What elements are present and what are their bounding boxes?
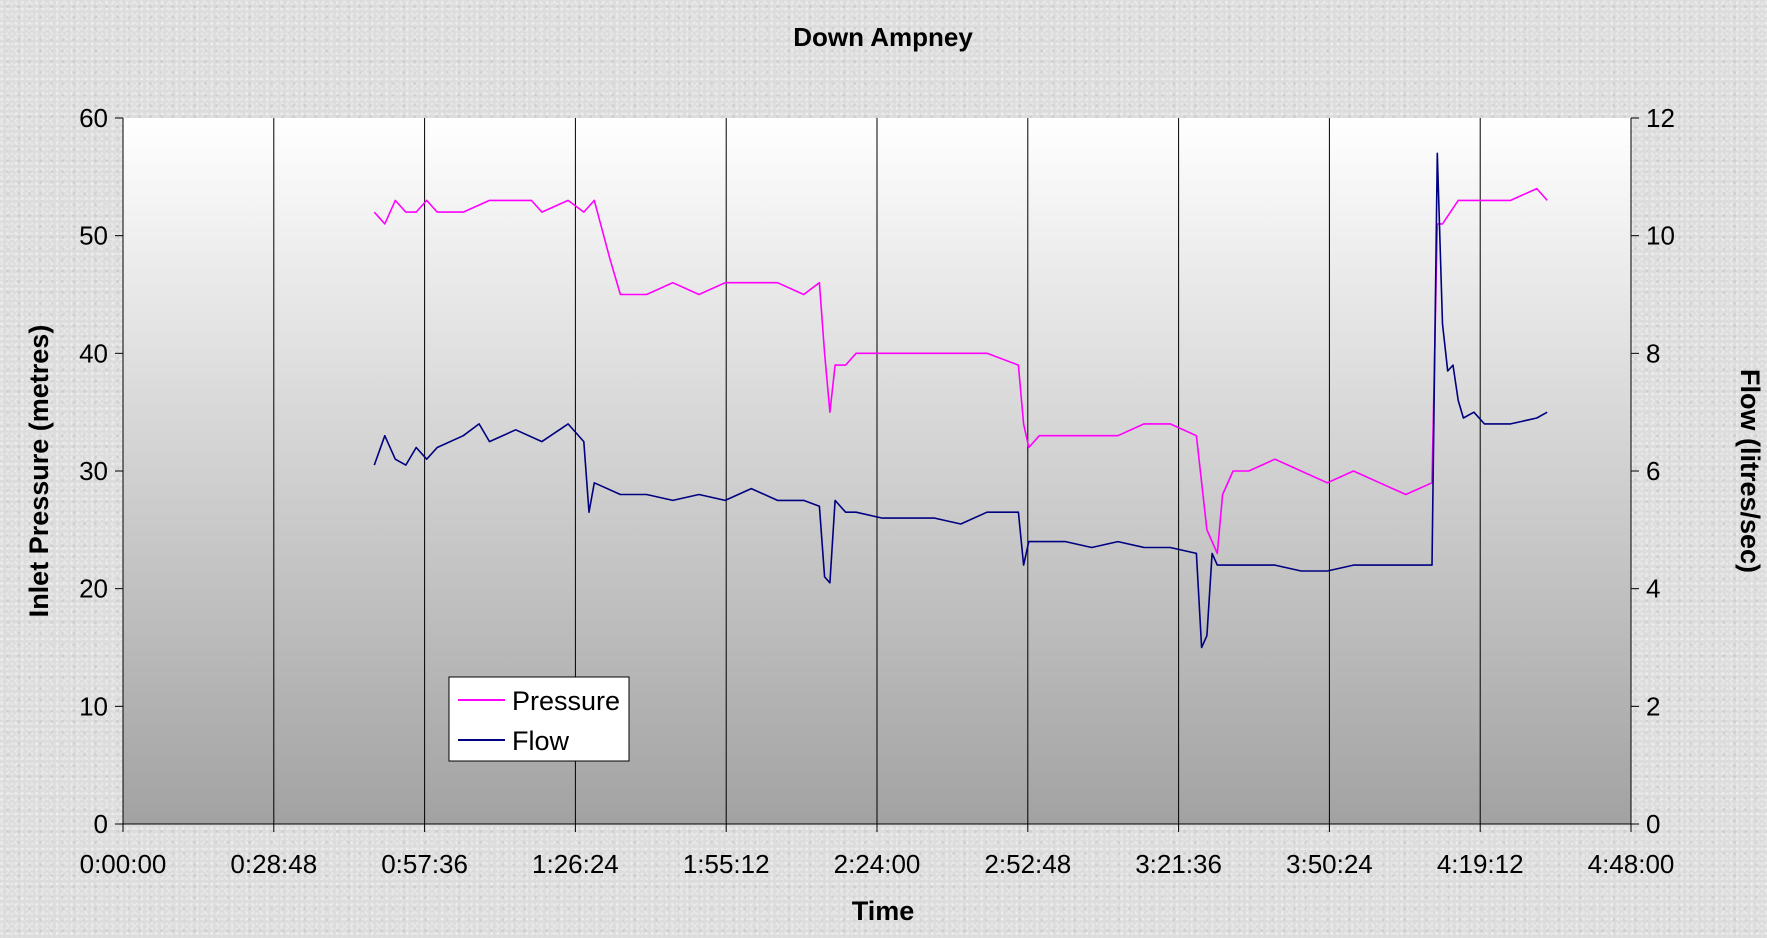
series-line-pressure bbox=[373, 187, 1548, 555]
y2-tick-label: 2 bbox=[1646, 691, 1660, 721]
y-tick-label: 30 bbox=[79, 456, 108, 486]
series-lines bbox=[373, 152, 1548, 649]
y-tick-label: 60 bbox=[79, 103, 108, 133]
y-axis-title: Inlet Pressure (metres) bbox=[24, 325, 54, 618]
series-line-flow bbox=[373, 152, 1548, 649]
x-tick-label: 2:52:48 bbox=[984, 849, 1071, 879]
x-tick-label: 2:24:00 bbox=[834, 849, 921, 879]
right-axis-ticks: 0 2 4 6 8 10 12 bbox=[1631, 103, 1675, 839]
y-tick-label: 40 bbox=[79, 338, 108, 368]
x-tick-label: 3:21:36 bbox=[1135, 849, 1222, 879]
grid-lines bbox=[273, 118, 1481, 824]
chart-title: Down Ampney bbox=[793, 22, 973, 52]
x-tick-label: 1:26:24 bbox=[532, 849, 619, 879]
legend-label-flow: Flow bbox=[512, 726, 570, 756]
legend: Pressure Flow bbox=[448, 676, 630, 762]
y-tick-label: 50 bbox=[79, 221, 108, 251]
x-tick-label: 3:50:24 bbox=[1286, 849, 1373, 879]
x-tick-label: 0:00:00 bbox=[80, 849, 167, 879]
y2-tick-label: 4 bbox=[1646, 574, 1660, 604]
left-axis-ticks: 0 10 20 30 40 50 60 bbox=[79, 103, 123, 839]
y-tick-label: 10 bbox=[79, 691, 108, 721]
y2-tick-label: 12 bbox=[1646, 103, 1675, 133]
x-tick-label: 4:19:12 bbox=[1437, 849, 1524, 879]
y-tick-label: 20 bbox=[79, 574, 108, 604]
x-tick-label: 4:48:00 bbox=[1588, 849, 1675, 879]
x-tick-label: 0:28:48 bbox=[230, 849, 317, 879]
x-axis-title: Time bbox=[852, 896, 915, 926]
x-axis-ticks: 0:00:00 0:28:48 0:57:36 1:26:24 1:55:12 2:24:… bbox=[80, 824, 1675, 879]
y2-tick-label: 10 bbox=[1646, 221, 1675, 251]
legend-label-pressure: Pressure bbox=[512, 686, 620, 716]
y2-tick-label: 6 bbox=[1646, 456, 1660, 486]
y2-tick-label: 0 bbox=[1646, 809, 1660, 839]
y2-axis-title: Flow (litres/sec) bbox=[1735, 369, 1765, 573]
y2-tick-label: 8 bbox=[1646, 338, 1660, 368]
legend-box bbox=[448, 676, 630, 762]
x-tick-label: 1:55:12 bbox=[683, 849, 770, 879]
y-tick-label: 0 bbox=[94, 809, 108, 839]
x-tick-label: 0:57:36 bbox=[381, 849, 468, 879]
